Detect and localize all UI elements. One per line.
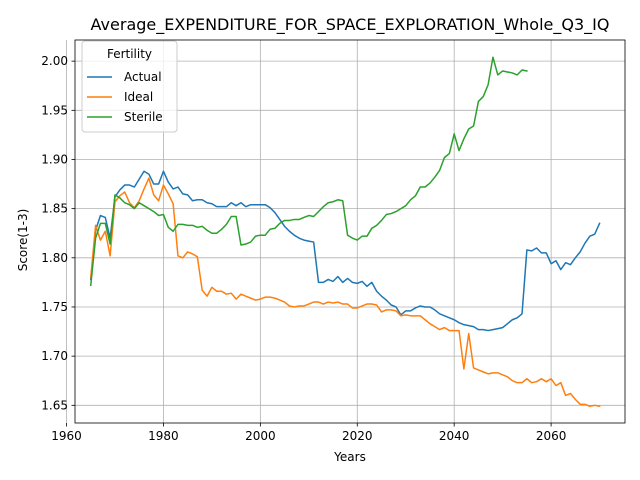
y-tick-label: 1.65 [41,398,68,412]
legend-label-ideal: Ideal [124,90,153,104]
plot-frame [74,39,626,424]
legend-box [81,40,178,133]
y-tick-label: 1.70 [41,349,68,363]
x-tick-label: 2020 [342,429,373,443]
legend-label-sterile: Sterile [124,110,163,124]
x-tick-label: 2040 [439,429,470,443]
y-tick-label: 2.00 [41,54,68,68]
y-tick-label: 1.90 [41,152,68,166]
x-tick-label: 2000 [245,429,276,443]
legend: Fertility Actual Ideal Sterile [81,40,178,133]
legend-label-actual: Actual [124,70,162,84]
chart-title: Average_EXPENDITURE_FOR_SPACE_EXPLORATIO… [91,15,610,35]
y-tick-label: 1.75 [41,300,68,314]
x-tick-label: 2060 [536,429,567,443]
axis-ticks: 1960 1980 2000 2020 2040 2060 1.65 1.70 1.75 1.80… [41,54,566,443]
y-axis-label: Score(1-3) [16,209,30,272]
y-tick-label: 1.80 [41,251,68,265]
y-tick-label: 1.85 [41,202,68,216]
x-tick-label: 1980 [148,429,179,443]
series-line-sterile [89,56,528,287]
legend-items: Actual Ideal Sterile [87,70,163,124]
grid [66,40,625,423]
y-tick-label: 1.95 [41,103,68,117]
x-axis-label: Years [333,450,366,464]
plot-lines [89,56,601,408]
x-tick-label: 1960 [51,429,82,443]
series-line-ideal [89,177,601,408]
legend-title: Fertility [107,47,152,61]
series-line-actual [89,170,601,332]
